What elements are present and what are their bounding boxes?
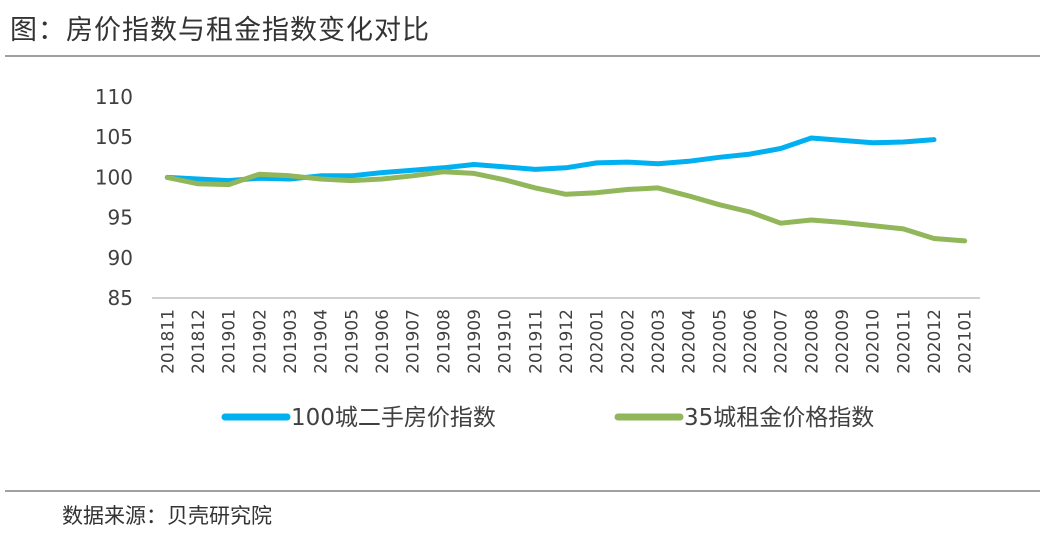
- x-tick-label: 202003: [649, 309, 669, 374]
- legend-label: 100城二手房价指数: [291, 405, 496, 431]
- y-tick-label: 110: [95, 85, 133, 109]
- x-tick-label: 201906: [373, 309, 393, 374]
- x-tick-label: 201902: [250, 309, 270, 374]
- y-tick-label: 100: [95, 165, 133, 189]
- x-tick-label: 201912: [557, 309, 577, 374]
- x-tick-label: 202004: [680, 309, 700, 374]
- x-tick-label: 202010: [864, 309, 884, 374]
- x-tick-label: 202101: [956, 309, 976, 374]
- x-tick-label: 201909: [465, 309, 485, 374]
- x-tick-label: 201911: [526, 309, 546, 374]
- top-divider: [5, 55, 1040, 57]
- x-tick-label: 202005: [710, 309, 730, 374]
- x-tick-label: 202008: [802, 309, 822, 374]
- x-tick-label: 202012: [925, 309, 945, 374]
- y-tick-label: 105: [95, 125, 133, 149]
- x-tick-label: 201905: [342, 309, 362, 374]
- x-tick-label: 201910: [496, 309, 516, 374]
- x-tick-label: 202011: [894, 309, 914, 374]
- x-tick-label: 202001: [588, 309, 608, 374]
- x-tick-label: 201903: [281, 309, 301, 374]
- line-chart: 85 90 95 100 105 110 201811 201812 201901 201902 2…: [95, 85, 980, 431]
- bottom-divider: [5, 490, 1040, 492]
- y-tick-label: 95: [108, 206, 133, 230]
- x-tick-label: 202009: [833, 309, 853, 374]
- x-tick-label: 201811: [158, 309, 178, 374]
- x-tick-label: 202007: [772, 309, 792, 374]
- x-tick-label: 201812: [189, 309, 209, 374]
- legend-label: 35城租金价格指数: [684, 405, 874, 431]
- y-tick-label: 85: [108, 286, 133, 310]
- rent-index-line: [164, 169, 968, 244]
- y-tick-label: 90: [108, 246, 133, 270]
- chart-title: 图：房价指数与租金指数变化对比: [10, 15, 430, 46]
- source-note: 数据来源：贝壳研究院: [62, 504, 272, 528]
- x-tick-label: 202002: [618, 309, 638, 374]
- x-tick-label: 201907: [404, 309, 424, 374]
- x-tick-label: 201908: [434, 309, 454, 374]
- x-tick-label: 201904: [312, 309, 332, 374]
- x-tick-label: 202006: [741, 309, 761, 374]
- x-tick-label: 201901: [220, 309, 240, 374]
